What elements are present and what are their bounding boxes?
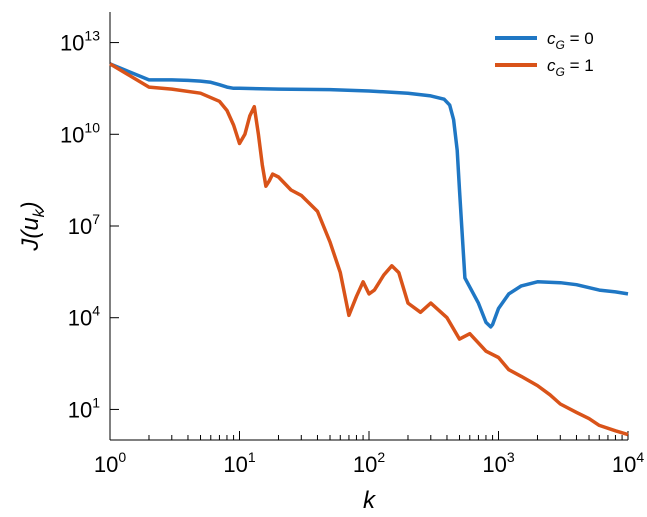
y-tick-label: 104 [68,303,100,331]
x-tick-label: 102 [353,449,385,477]
x-tick-label: 100 [94,449,126,477]
axes: 100 101 102 103 104 101 104 107 1010 1013 [60,12,644,477]
x-tick-label: 103 [482,449,514,477]
y-tick-label: 1010 [60,119,100,147]
x-ticks: 100 101 102 103 104 [94,431,644,477]
y-ticks: 101 104 107 1010 1013 [60,28,119,422]
x-tick-label: 101 [223,449,255,477]
x-axis-label: k [363,487,377,514]
y-axis-label: J(uk) [17,201,48,251]
legend: cG = 0 cG = 1 [495,29,594,79]
x-tick-label: 104 [612,449,644,477]
series [109,62,629,437]
series-line-1 [109,62,629,437]
y-tick-label: 1013 [60,28,100,56]
series-line-0 [109,62,629,329]
legend-entry-1: cG = 1 [547,56,594,79]
y-tick-label: 107 [68,211,100,239]
y-tick-label: 101 [68,394,100,422]
legend-entry-0: cG = 0 [547,29,594,52]
minor-ticks [148,435,623,440]
